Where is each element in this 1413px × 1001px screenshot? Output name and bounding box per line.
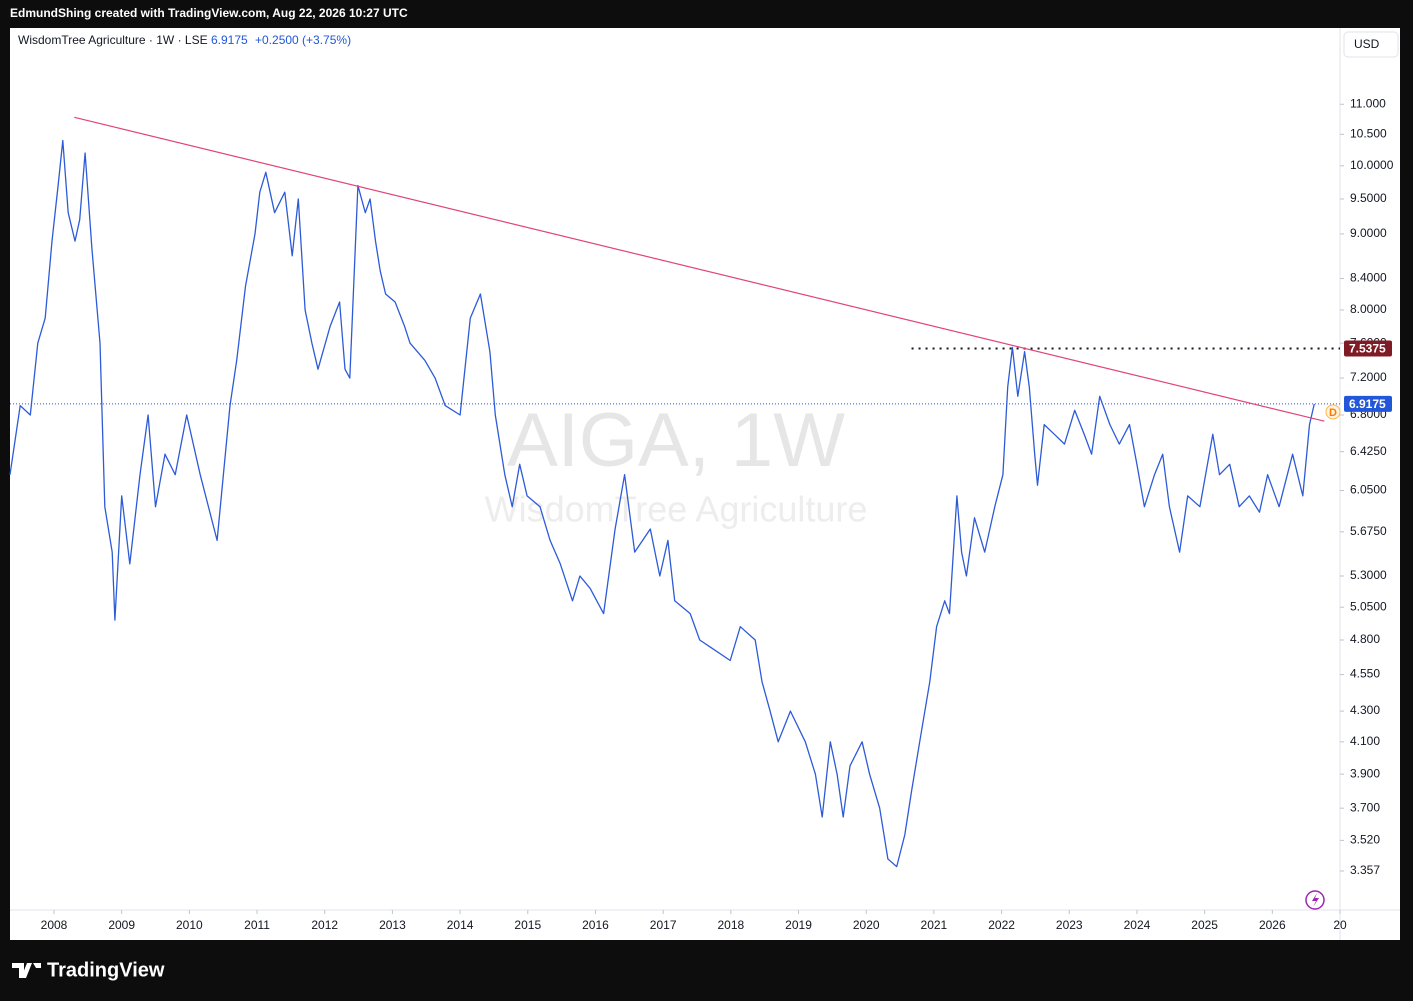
y-tick-label: 5.3000 [1350, 568, 1387, 582]
legend-change: +0.2500 (+3.75%) [255, 33, 351, 47]
x-tick-label: 2019 [785, 918, 812, 932]
x-tick-label: 2015 [514, 918, 541, 932]
y-tick-label: 9.0000 [1350, 226, 1387, 240]
level-badge [1344, 340, 1392, 357]
x-tick-label: 2020 [853, 918, 880, 932]
y-tick-label: 4.300 [1350, 703, 1380, 717]
x-tick-label: 2009 [108, 918, 135, 932]
logo-text: TradingView [47, 959, 165, 981]
y-tick-label: 3.357 [1350, 863, 1380, 877]
x-tick-label: 2017 [650, 918, 677, 932]
y-tick-label: 11.000 [1350, 96, 1386, 110]
y-tick-label: 10.0000 [1350, 158, 1394, 172]
trendline [74, 116, 1325, 422]
chart-panel [10, 28, 1400, 940]
watermark-subtitle: WisdomTree Agriculture [485, 489, 868, 530]
y-tick-label: 4.100 [1350, 734, 1380, 748]
level-badge-label: 7.5375 [1349, 342, 1386, 356]
y-tick-label: 4.800 [1350, 632, 1380, 646]
logo-mark [12, 963, 41, 978]
y-tick-label: 8.4000 [1350, 271, 1387, 285]
y-tick-label: 3.520 [1350, 833, 1380, 847]
y-tick-label: 3.900 [1350, 766, 1380, 780]
y-tick-label: 4.550 [1350, 667, 1380, 681]
x-tick-label: 2022 [988, 918, 1015, 932]
currency-button[interactable] [1343, 31, 1399, 58]
price-badge-label: 6.9175 [1349, 397, 1386, 411]
y-tick-label: 8.0000 [1350, 302, 1387, 316]
logo: TradingView [12, 959, 165, 981]
y-tick-label: 7.2000 [1350, 370, 1387, 384]
y-tick-label: 6.4250 [1350, 444, 1387, 458]
x-tick-label: 2021 [921, 918, 948, 932]
x-tick-label: 2026 [1259, 918, 1286, 932]
legend-title: WisdomTree Agriculture · 1W · LSE [18, 33, 208, 47]
x-tick-label: 2016 [582, 918, 609, 932]
x-tick-label: 2024 [1124, 918, 1151, 932]
y-tick-label: 3.700 [1350, 800, 1380, 814]
y-tick-label: 10.500 [1350, 126, 1387, 140]
price-series [9, 139, 1315, 868]
x-tick-label: 2018 [717, 918, 744, 932]
y-tick-label: 9.5000 [1350, 191, 1387, 205]
y-tick-label: 5.6750 [1350, 524, 1387, 538]
legend-price: 6.9175 [211, 33, 248, 47]
y-tick-label: 5.0500 [1350, 599, 1387, 613]
dividend-marker-label: D [1329, 407, 1337, 419]
alert-bolt [1312, 893, 1319, 907]
x-tick-label: 2008 [41, 918, 68, 932]
alert-icon[interactable] [1305, 890, 1325, 910]
x-tick-label: 2023 [1056, 918, 1083, 932]
x-tick-label: 2013 [379, 918, 406, 932]
currency[interactable]: USD [1354, 37, 1380, 51]
header: EdmundShing created with TradingView.com… [10, 6, 408, 20]
y-tick-label: 6.0500 [1350, 483, 1387, 497]
x-tick-label: 2011 [244, 918, 270, 932]
x-tick-label: 2014 [447, 918, 474, 932]
x-tick-label: 20 [1333, 918, 1347, 932]
dividend-marker [1325, 404, 1341, 420]
x-tick-label: 2010 [176, 918, 203, 932]
price-badge [1344, 395, 1392, 412]
watermark: AIGA, 1W [507, 398, 845, 483]
x-tick-label: 2012 [311, 918, 338, 932]
x-tick-label: 2025 [1191, 918, 1218, 932]
